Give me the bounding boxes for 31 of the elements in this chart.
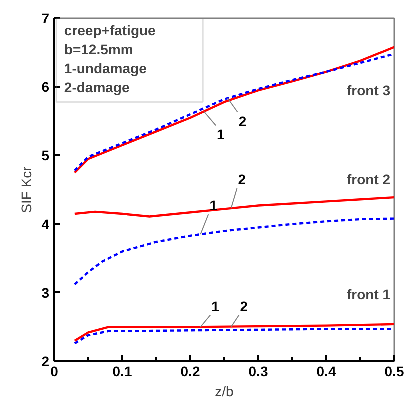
annotation: 1 bbox=[212, 298, 220, 314]
y-tick-label: 2 bbox=[42, 354, 50, 370]
annotation: 2 bbox=[240, 298, 248, 314]
x-tick-label: 0.5 bbox=[384, 364, 404, 380]
y-tick-label: 5 bbox=[42, 148, 50, 164]
annotation: creep+fatigue bbox=[64, 22, 156, 38]
line-series bbox=[74, 328, 394, 345]
annotation: front 3 bbox=[346, 82, 391, 99]
annotation: 2 bbox=[238, 172, 246, 188]
annotation: 1-undamage bbox=[64, 60, 148, 76]
annotation: 1 bbox=[217, 126, 226, 143]
annotation: b=12.5mm bbox=[64, 41, 134, 58]
x-tick-label: 0.1 bbox=[112, 364, 132, 380]
y-tick-label: 6 bbox=[42, 79, 50, 96]
annotation: front 1 bbox=[346, 286, 391, 303]
line-series bbox=[74, 323, 394, 342]
annotation: 2-damage bbox=[64, 79, 130, 96]
x-tick-label: 0.2 bbox=[180, 364, 200, 380]
annotation: 1 bbox=[210, 198, 218, 214]
x-tick-label: 0.4 bbox=[316, 364, 336, 380]
annotation: 2 bbox=[238, 113, 247, 130]
annotation: front 2 bbox=[346, 172, 391, 188]
line-series bbox=[74, 196, 394, 218]
x-tick-label: 0.3 bbox=[248, 364, 268, 380]
line-series bbox=[74, 218, 394, 286]
y-tick-label: 7 bbox=[42, 10, 50, 26]
x-tick-label: 0 bbox=[50, 364, 59, 380]
y-tick-label: 4 bbox=[42, 216, 50, 232]
y-axis-title: SIF Kcr bbox=[18, 166, 35, 214]
x-axis-title: z/b bbox=[215, 384, 234, 400]
y-tick-label: 3 bbox=[42, 284, 50, 301]
